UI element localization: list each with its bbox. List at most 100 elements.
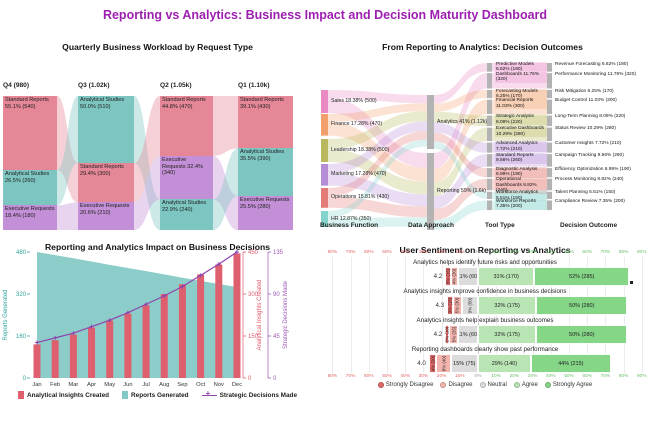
likert-score: 4.2 [433, 273, 443, 280]
sankey-chart-panel: From Reporting to Analytics: Decision Ou… [315, 40, 650, 240]
sankey-tool-node [487, 127, 492, 142]
legend-item: Analytical Insights Created [18, 391, 109, 399]
alluvial-column-header: Q1 (1.10k) [238, 82, 270, 89]
alluvial-flow [213, 156, 238, 231]
impact-chart-title: Reporting and Analytics Impact on Busine… [44, 242, 271, 252]
likert-segment: 4% (20) [428, 354, 437, 373]
sankey-link [492, 142, 547, 153]
tick-label: 160 [16, 334, 27, 340]
sankey-link [434, 200, 487, 230]
axis-tick-label-bottom: 10% [454, 374, 465, 379]
alluvial-block: Standard Reports 29.4% (300) [78, 163, 134, 203]
sankey-tool-label: Dashboards 11.76% (320) [495, 71, 547, 83]
likert-segment: 2% (10) [445, 325, 450, 344]
alluvial-flows-svg [57, 96, 238, 231]
sankey-link [328, 217, 427, 228]
sankey-function-node [321, 188, 328, 208]
sankey-approach-node [427, 153, 434, 230]
sankey-outcome-label: Budget Control 11.03% (300) [555, 98, 617, 104]
sankey-tool-node [487, 63, 492, 72]
sankey-tool-node [487, 73, 492, 89]
tick-label: 0 [248, 376, 252, 382]
axis-tick-label-bottom: 10% [491, 374, 501, 379]
sankey-link [492, 73, 547, 89]
legend-label: Strongly Disagree [385, 382, 434, 388]
bar [88, 327, 96, 378]
legend-item: Strongly Agree [544, 382, 592, 388]
axis-tick-label-bottom: 30% [527, 374, 538, 379]
grid-line [514, 257, 516, 373]
bar [51, 340, 59, 378]
sankey-link [328, 121, 427, 182]
legend-swatch [513, 382, 520, 388]
sankey-function-node [321, 164, 328, 186]
dashboard-title: Reporting vs Analytics: Business Impact … [102, 8, 548, 22]
x-tick-label: Oct [196, 382, 205, 388]
sankey-outcome-node [547, 63, 552, 72]
alluvial-block: Executive Requests 20.6% (210) [78, 202, 134, 230]
sankey-outcome-node [547, 191, 552, 199]
likert-segment-label: 50% (280) [569, 331, 595, 338]
grid-line [350, 257, 352, 373]
likert-segment-label: 9% (50) [467, 297, 473, 314]
sankey-link [328, 149, 427, 195]
sankey-axis-label: Tool Type [485, 222, 515, 229]
sankey-tool-node [487, 178, 492, 191]
sankey-tool-label: Standard Reports 9.56% (260) [495, 152, 547, 164]
axis-tick-label-top: 0% [474, 250, 482, 255]
legend-plus: + [205, 388, 211, 398]
sankey-link [492, 154, 547, 167]
sankey-svg [321, 63, 552, 230]
sankey-outcome-node [547, 127, 552, 142]
legend-swatch [122, 391, 129, 399]
sankey-axis-label: Decision Outcome [560, 222, 618, 229]
bar [215, 264, 223, 378]
sankey-function-label: Leadership 18.38% (500) [331, 147, 390, 153]
likert-segment: 29% (140) [478, 354, 531, 373]
sankey-outcome-label: Risk Mitigation 6.25% (170) [555, 88, 614, 94]
axis-tick-label-top: 70% [345, 250, 356, 255]
axis-tick-label-bottom: 90% [636, 374, 647, 379]
sankey-link [328, 103, 427, 122]
axis-tick-label-top: 90% [636, 250, 647, 255]
axis-tick-label-bottom: 40% [545, 374, 556, 379]
sankey-function-label: Finance 17.28% (470) [331, 121, 383, 128]
workload-chart-title: Quarterly Business Workload by Request T… [62, 42, 253, 52]
axis-tick-label-bottom: 70% [600, 374, 611, 379]
grid-line [332, 257, 334, 373]
likert-segment: 4% (20) [450, 267, 458, 286]
bar [69, 334, 77, 378]
x-tick-label: Dec [232, 382, 242, 388]
impact-chart-body: 0 160 320 480 Reports Generated 0 150 300 450 Ana… [0, 240, 315, 423]
sankey-link [492, 178, 547, 191]
workload-chart-panel: Quarterly Business Workload by Request T… [0, 40, 315, 240]
sankey-function-node [321, 90, 328, 113]
grid-line [550, 257, 552, 373]
sankey-tool-node [487, 90, 492, 99]
legend-item: + Strategic Decisions Made [201, 388, 298, 399]
legend-item: Agree [513, 382, 538, 388]
axis-tick-label-bottom: 70% [345, 374, 356, 379]
axis-tick-label-top: 40% [545, 250, 556, 255]
sankey-outcome-label: Performance Monitoring 11.76% (320) [555, 71, 636, 77]
axis-tick-label-top: 80% [618, 250, 629, 255]
legend-label: Strategic Decisions Made [219, 391, 298, 399]
bar [142, 305, 150, 378]
sankey-outcome-node [547, 200, 552, 211]
alluvial-block: Analytical Studies 22.9% (240) [160, 199, 213, 231]
axis-tick-label-top: 20% [436, 250, 447, 255]
x-tick-label: Jan [32, 382, 41, 388]
grid-line [441, 257, 443, 373]
sankey-link [434, 127, 487, 197]
grid-line [587, 257, 589, 373]
axis-tick-label-top: 60% [582, 250, 592, 255]
workload-chart-body: Q4 (980) Standard Reports 55.1% (540) Anal… [0, 40, 315, 240]
bar [197, 274, 205, 378]
tick-label: 320 [16, 292, 27, 298]
grid-line [623, 257, 625, 373]
likert-score: 4.0 [417, 360, 426, 367]
axis-tick-label-top: 20% [509, 250, 520, 255]
legend-swatch [18, 391, 24, 399]
x-tick-label: May [104, 382, 115, 388]
